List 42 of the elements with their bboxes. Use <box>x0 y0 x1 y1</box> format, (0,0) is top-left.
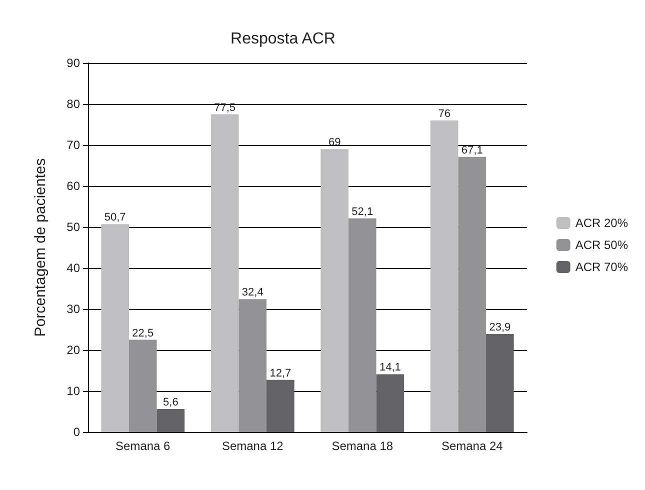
data-label: 12,7 <box>270 367 292 380</box>
bar <box>101 224 129 432</box>
data-label: 50,7 <box>104 212 126 224</box>
data-label: 52,1 <box>352 206 374 218</box>
bar <box>320 149 348 432</box>
data-label: 14,1 <box>379 362 401 374</box>
y-tick-label: 50 <box>66 220 80 234</box>
data-label: 77,5 <box>214 102 236 114</box>
y-tick-label: 80 <box>66 97 80 111</box>
chart-title: Resposta ACR <box>230 30 336 48</box>
bar <box>238 299 267 432</box>
y-tick-label: 70 <box>66 138 80 152</box>
legend-label: ACR 50% <box>575 238 628 252</box>
bar <box>156 409 185 432</box>
y-axis-title: Porcentagem de pacientes <box>32 158 49 337</box>
y-tick-label: 20 <box>66 343 80 357</box>
y-tick-label: 30 <box>66 302 80 316</box>
data-label: 32,4 <box>242 286 264 299</box>
x-tick-label: Semana 18 <box>332 439 394 453</box>
y-tick-label: 40 <box>66 261 80 275</box>
bar <box>430 120 458 432</box>
x-tick-label: Semana 6 <box>116 439 171 453</box>
bar <box>348 218 376 432</box>
x-tick-label: Semana 12 <box>222 439 284 453</box>
bar <box>376 374 404 432</box>
data-label: 22,5 <box>132 327 154 340</box>
data-label: 5,6 <box>163 396 178 409</box>
data-label: 67,1 <box>461 144 483 156</box>
y-tick-label: 90 <box>66 56 80 70</box>
y-tick-label: 60 <box>66 179 80 193</box>
y-tick-label: 0 <box>73 425 80 439</box>
y-tick-label: 10 <box>66 384 80 398</box>
bar <box>128 340 157 432</box>
legend-label: ACR 20% <box>575 216 628 230</box>
bar <box>458 156 486 432</box>
legend-label: ACR 70% <box>575 260 628 274</box>
bar <box>210 114 239 432</box>
bar <box>266 380 294 432</box>
data-label: 76 <box>438 108 450 120</box>
bar <box>486 334 514 432</box>
data-label: 23,9 <box>489 322 511 334</box>
x-tick-label: Semana 24 <box>441 439 504 453</box>
